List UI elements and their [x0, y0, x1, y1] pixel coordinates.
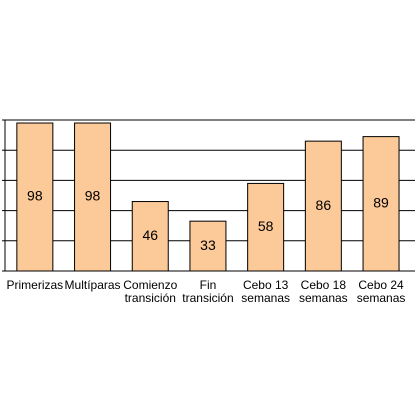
- bar: [247, 182, 285, 272]
- x-tick-label: Comienzo: [123, 278, 177, 292]
- value-label: 58: [258, 218, 274, 234]
- bar: [304, 140, 342, 272]
- x-tick-label: Cebo 24: [358, 278, 404, 292]
- x-tick-label: Fin: [200, 278, 217, 292]
- x-tick-label: Primerizas: [7, 278, 64, 292]
- bar: [16, 122, 54, 272]
- value-label: 86: [316, 197, 332, 213]
- x-tick-label: semanas: [299, 291, 348, 305]
- value-label: 98: [85, 188, 101, 204]
- x-tick-label: semanas: [357, 291, 406, 305]
- bar: [74, 122, 112, 272]
- x-tick-label: Cebo 18: [301, 278, 347, 292]
- value-label: 33: [200, 237, 216, 253]
- bar: [362, 136, 400, 272]
- value-label: 98: [27, 188, 43, 204]
- bar: [189, 220, 227, 272]
- x-tick-label: Multíparas: [65, 278, 121, 292]
- x-tick-label: Cebo 13: [243, 278, 289, 292]
- x-tick-label: transición: [182, 291, 233, 305]
- value-label: 46: [142, 227, 158, 243]
- x-tick-label: transición: [125, 291, 176, 305]
- bar: [131, 201, 169, 272]
- value-label: 89: [373, 195, 389, 211]
- x-tick-label: semanas: [241, 291, 290, 305]
